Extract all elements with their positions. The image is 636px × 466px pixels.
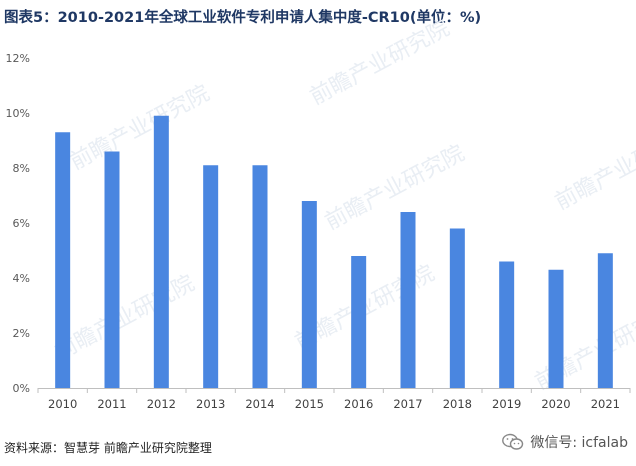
bar-2019 xyxy=(499,261,515,388)
x-tick-label: 2013 xyxy=(196,397,225,411)
x-tick-label: 2014 xyxy=(245,397,274,411)
bar-series xyxy=(55,115,613,388)
x-tick-label: 2018 xyxy=(443,397,472,411)
y-tick-label: 4% xyxy=(13,272,30,285)
wechat-id: 微信号: icfalab xyxy=(502,432,628,452)
bar-2016 xyxy=(351,256,367,388)
watermark-text: 前瞻产业研究院 xyxy=(306,16,454,110)
x-tick-label: 2020 xyxy=(541,397,570,411)
y-tick-label: 6% xyxy=(13,217,30,230)
bar-2014 xyxy=(252,165,268,388)
x-axis: 2010 2011 2012 2013 2014 2015 2016 2017 2018 2019… xyxy=(37,388,631,411)
source-note: 资料来源：智慧芽 前瞻产业研究院整理 xyxy=(4,441,212,455)
x-tick-label: 2011 xyxy=(97,397,126,411)
x-tick-label: 2019 xyxy=(492,397,521,411)
bar-2011 xyxy=(104,151,120,388)
watermark-text: 前瞻产业研究院 xyxy=(551,121,636,215)
bar-2021 xyxy=(597,253,613,388)
y-tick-label: 10% xyxy=(6,107,30,120)
bar-2012 xyxy=(153,115,169,388)
x-tick-label: 2016 xyxy=(344,397,373,411)
x-tick-label: 2010 xyxy=(48,397,77,411)
watermark-text: 前瞻产业研究院 xyxy=(66,81,214,175)
bar-2015 xyxy=(301,201,317,388)
bar-2013 xyxy=(203,165,219,388)
x-tick-label: 2017 xyxy=(393,397,422,411)
y-tick-label: 12% xyxy=(6,52,30,65)
x-tick-label: 2015 xyxy=(295,397,324,411)
wechat-icon xyxy=(502,433,524,450)
y-tick-label: 2% xyxy=(13,327,30,340)
watermark-text: 前瞻产业研究院 xyxy=(321,141,469,235)
watermark-text: 前瞻产业研究院 xyxy=(51,271,199,365)
bar-2018 xyxy=(449,228,465,388)
y-axis: 0% 2% 4% 6% 8% 10% 12% xyxy=(6,52,30,395)
wechat-label: 微信号: icfalab xyxy=(530,435,628,451)
x-tick-label: 2021 xyxy=(591,397,620,411)
bar-2020 xyxy=(548,269,564,388)
chart-title: 图表5：2010-2021年全球工业软件专利申请人集中度-CR10(单位：%) xyxy=(4,10,482,26)
y-tick-label: 8% xyxy=(13,162,30,175)
bar-2010 xyxy=(55,132,71,388)
watermark-text: 前瞻产业研究院 xyxy=(531,301,636,395)
y-tick-label: 0% xyxy=(13,382,30,395)
bar-2017 xyxy=(400,212,416,388)
x-tick-label: 2012 xyxy=(147,397,176,411)
